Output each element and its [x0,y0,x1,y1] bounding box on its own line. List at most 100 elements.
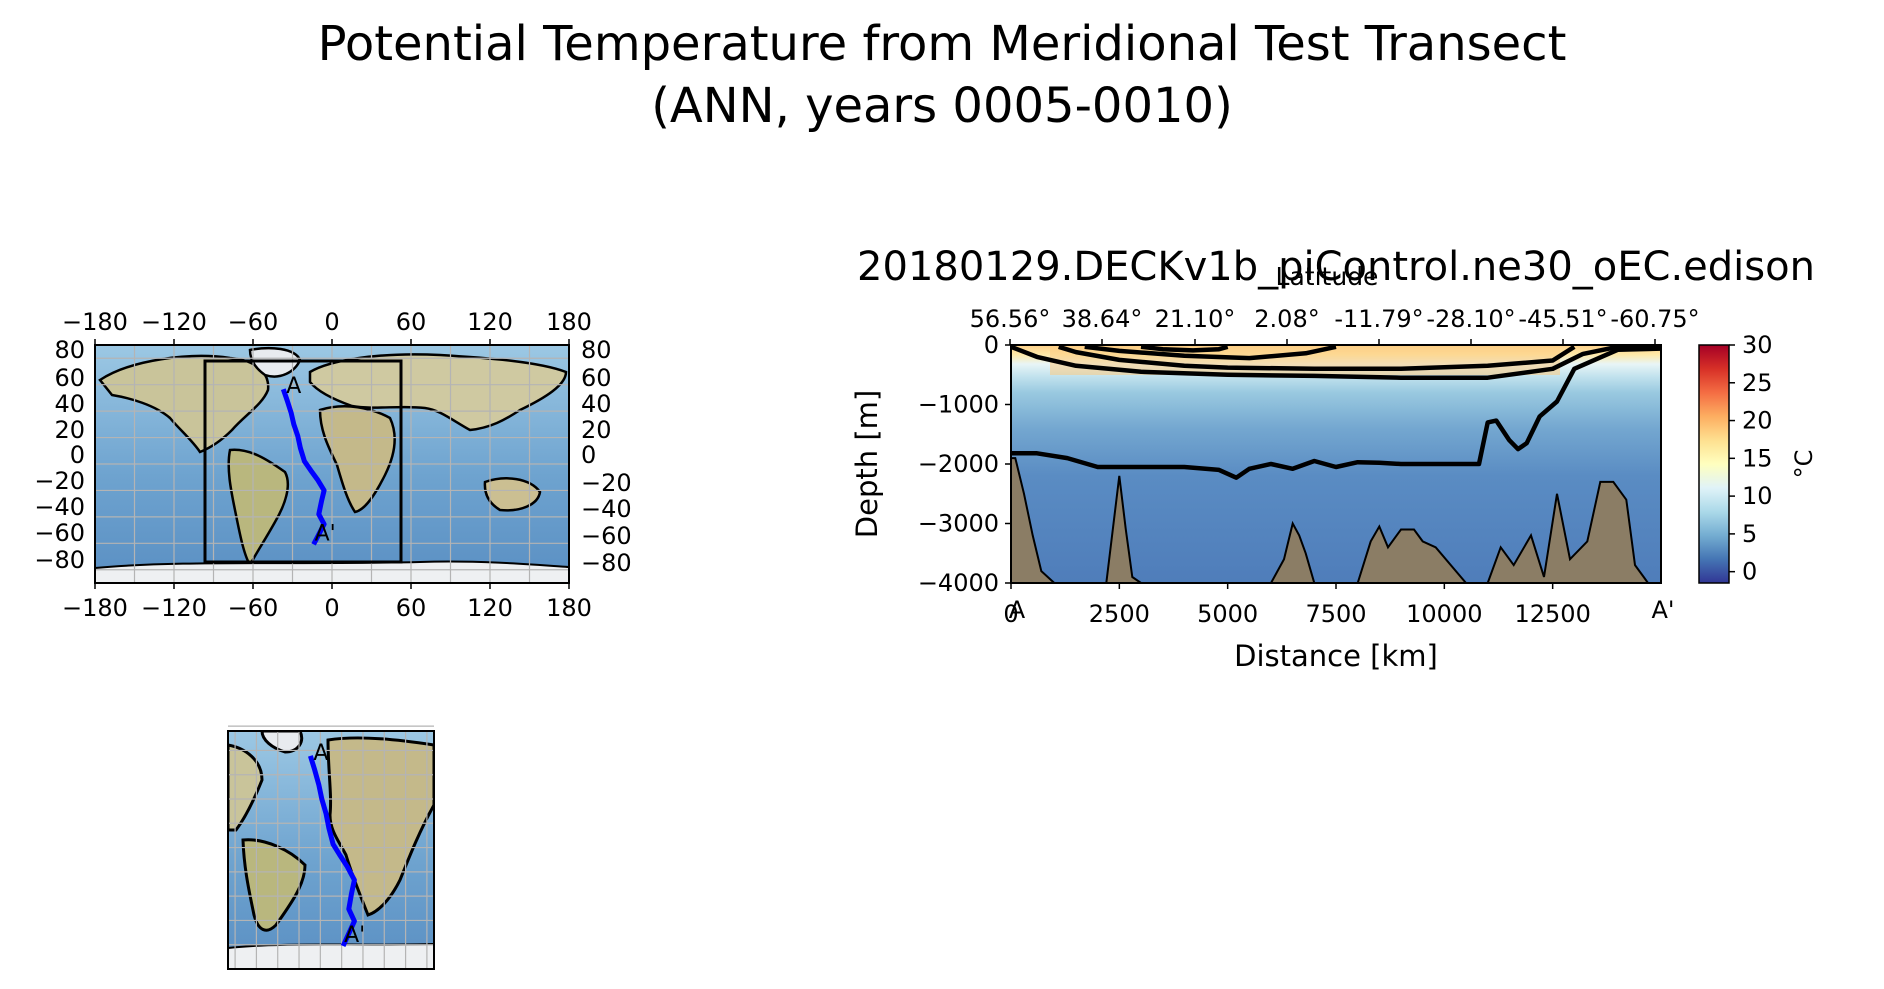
inset-start-label: A [313,741,328,766]
inset-end-label: A' [344,923,365,948]
map-lat-left-label: 20 [54,416,85,444]
y-axis-label: Depth [m] [850,390,884,538]
colorbar-tick-label: 15 [1742,444,1773,472]
map-lon-bottom-label: −60 [228,594,279,622]
lat-tick-label: 2.08° [1254,305,1319,333]
map-lon-top-label: 180 [546,308,592,336]
y-tick-label: −4000 [918,569,999,597]
map-lon-top-label: −60 [228,308,279,336]
isotherm-10C [1058,345,1576,372]
map-lat-right-label: 0 [581,441,596,469]
inset-continents [228,731,434,969]
colorbar-label: °C [1790,450,1818,479]
map-lat-left-label: −40 [34,493,85,521]
x-tick-label: 12500 [1514,600,1590,628]
map-lat-left-label: 60 [54,364,85,392]
inset-transect-line [308,755,357,948]
map-lat-left-label: 0 [70,441,85,469]
x-axis-label: Distance [km] [1234,639,1438,673]
map-lon-top-label: −180 [62,308,128,336]
x-end-left-label: A [1009,596,1026,624]
map-tick-labels: −180 −180 −120 −120 −60 −60 0 0 60 60 120 120 180 180… [34,308,631,622]
section-title: 20180129.DECKv1b_piControl.ne30_oEC.edis… [857,244,1815,290]
inset-antarctica [228,942,434,969]
x-tick-label: 5000 [1197,600,1258,628]
map-lat-right-label: −40 [581,495,632,523]
regional-inset-map: A A' [227,725,435,970]
south-america [227,448,290,568]
colorbar-tick-label: 0 [1742,558,1757,586]
lat-tick-label: -45.51° [1518,305,1607,333]
lat-tick-label: 38.64° [1062,305,1143,333]
map-lat-right-label: 60 [581,364,612,392]
map-lon-top-label: 0 [324,308,339,336]
north-america [98,354,270,454]
map-lat-left-label: −60 [34,519,85,547]
map-lat-left-label: 80 [54,336,85,364]
y-tick-label: −1000 [918,391,999,419]
transect-end-label: A' [315,521,336,546]
section-panel: 20180129.DECKv1b_piControl.ne30_oEC.edis… [850,244,1818,673]
x-tick-label: 0 [1003,600,1018,628]
x-tick-label: 2500 [1089,600,1150,628]
colorbar-tick-label: 5 [1742,520,1757,548]
inset-gridlines [228,725,434,970]
colorbar [1698,344,1730,584]
map-lon-top-label: 60 [396,308,427,336]
australia [483,477,542,512]
map-lon-bottom-label: 120 [467,594,513,622]
colorbar-tick-label: 25 [1742,369,1773,397]
colorbar-tick-label: 20 [1742,407,1773,435]
isotherm-contours [1011,345,1661,480]
map-lat-right-label: −60 [581,522,632,550]
y-tick-label: −2000 [918,450,999,478]
map-lat-right-label: −80 [581,549,632,577]
map-lat-right-label: 20 [581,416,612,444]
map-lat-right-label: −20 [581,469,632,497]
isotherm-2C [1011,346,1661,480]
lat-tick-label: 21.10° [1155,305,1236,333]
section-ticks: 0 2500 5000 7500 10000 12500 0 −1000 −2000 −3000 −… [918,305,1700,628]
map-lon-top-label: −120 [141,308,207,336]
map-lon-bottom-label: −120 [141,594,207,622]
lat-tick-label: -60.75° [1610,305,1699,333]
colorbar-tick-label: 30 [1742,331,1773,359]
bathymetry [1011,457,1661,583]
lat-tick-label: -11.79° [1334,305,1423,333]
map-lon-bottom-label: 180 [546,594,592,622]
global-map-panel: A A' −180 −180 −120 −120 −60 −60 0 0 60 60 120 120 1… [34,308,631,622]
inset-europe-africa [326,736,434,917]
map-lat-right-label: 40 [581,390,612,418]
regional-box [203,359,403,564]
lat-tick-label: -28.10° [1426,305,1515,333]
figure-subtitle: (ANN, years 0005-0010) [651,78,1233,134]
y-tick-label: −3000 [918,510,999,538]
transect-start-label: A [286,374,301,399]
map-lon-top-label: 120 [467,308,513,336]
map-lat-left-label: −80 [34,546,85,574]
isotherm-15C [1084,345,1337,361]
transect-line [280,388,327,546]
map-lon-bottom-label: 60 [396,594,427,622]
figure-title: Potential Temperature from Meridional Te… [318,16,1567,72]
inset-greenland [260,731,304,754]
lat-tick-label: 56.56° [970,305,1051,333]
x-tick-label: 10000 [1406,600,1482,628]
inset-frame [227,730,435,970]
map-lat-right-label: 80 [581,336,612,364]
map-lon-bottom-label: −180 [62,594,128,622]
x-end-right-label: A' [1651,596,1674,624]
map-lon-bottom-label: 0 [324,594,339,622]
colorbar-tick-label: 10 [1742,482,1773,510]
map-lat-left-label: 40 [54,390,85,418]
colorbar-ticks: 30 25 20 15 10 5 0 [1729,331,1773,586]
x-tick-label: 7500 [1305,600,1366,628]
inset-north-america [228,743,264,832]
isotherm-20C [1140,345,1229,353]
inset-south-america [241,838,307,932]
isotherm-5C [1011,345,1661,380]
map-gridlines [94,345,570,583]
y-tick-label: 0 [984,331,999,359]
map-lat-left-label: −20 [34,467,85,495]
